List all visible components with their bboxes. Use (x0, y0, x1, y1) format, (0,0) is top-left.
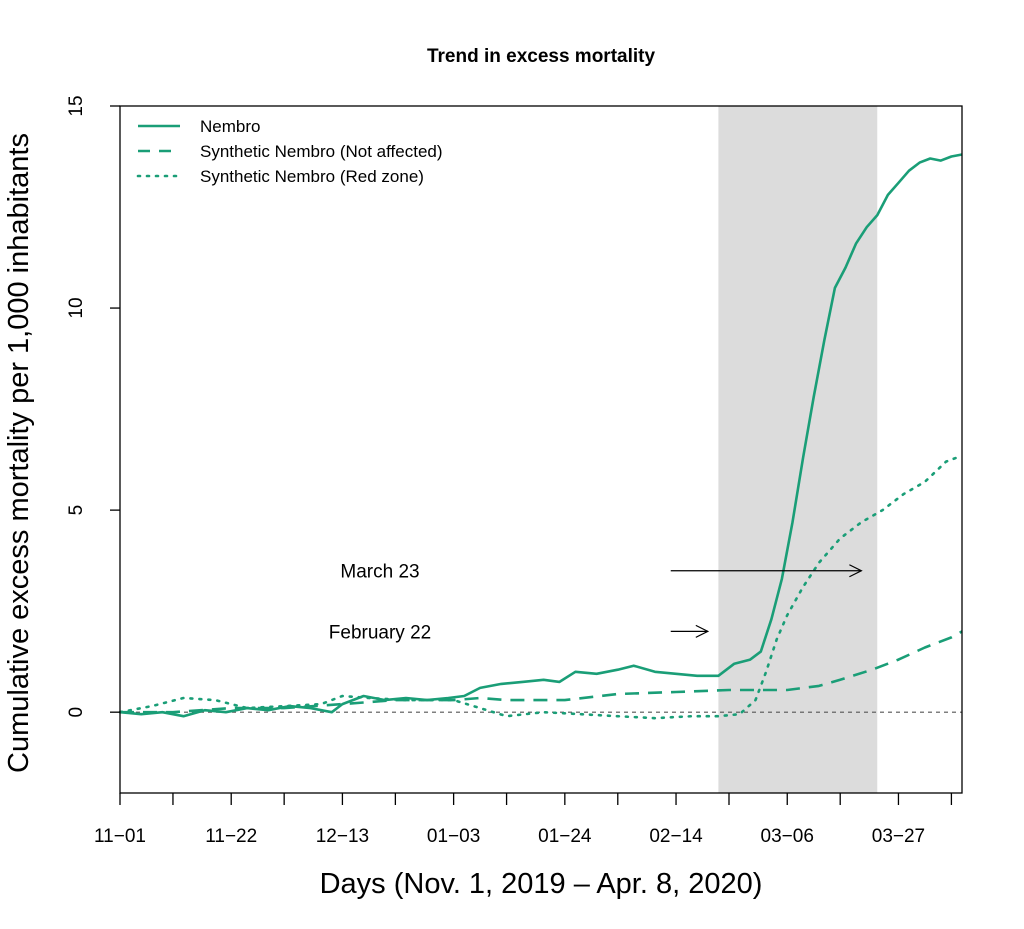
y-axis-title: Cumulative excess mortality per 1,000 in… (3, 133, 35, 773)
y-tick-label-1: 5 (66, 505, 87, 516)
legend-label-0: Nembro (200, 117, 260, 136)
annotation-arrowhead-1 (695, 624, 710, 638)
plot-frame (119, 105, 963, 794)
x-tick-label-4: 01−24 (538, 826, 592, 847)
legend-label-1: Synthetic Nembro (Not affected) (200, 142, 443, 161)
annotation-label-0: March 23 (340, 562, 419, 583)
y-tick-label-0: 0 (66, 707, 87, 718)
x-axis-title: Days (Nov. 1, 2019 – Apr. 8, 2020) (320, 868, 763, 900)
series-line-2 (118, 454, 964, 720)
series-lines (118, 153, 964, 720)
x-tick-label-1: 11−22 (205, 826, 257, 847)
shaded-period (718, 106, 878, 793)
chart-title: Trend in excess mortality (427, 46, 656, 67)
y-tick-label-2: 10 (66, 297, 87, 318)
x-tick-label-7: 03−27 (872, 826, 925, 847)
legend-label-2: Synthetic Nembro (Red zone) (200, 167, 424, 186)
y-axis: 0 5 10 15 (66, 95, 120, 717)
x-tick-label-3: 01−03 (427, 826, 480, 847)
x-tick-label-2: 12−13 (316, 826, 369, 847)
x-tick-label-5: 02−14 (649, 826, 703, 847)
series-line-0 (119, 153, 963, 718)
annotations: March 23 February 22 (329, 562, 863, 643)
x-axis: 11−01 11−22 12−13 01−03 01−24 02−14 03−06 03−27 (94, 793, 953, 847)
x-tick-label-6: 03−06 (761, 826, 814, 847)
shaded-rect (718, 106, 878, 793)
x-tick-label-0: 11−01 (94, 826, 146, 847)
annotation-arrowhead-0 (849, 564, 863, 578)
legend: Nembro Synthetic Nembro (Not affected) Syn… (136, 117, 443, 186)
annotation-label-1: February 22 (329, 622, 431, 643)
y-tick-label-3: 15 (66, 95, 87, 116)
